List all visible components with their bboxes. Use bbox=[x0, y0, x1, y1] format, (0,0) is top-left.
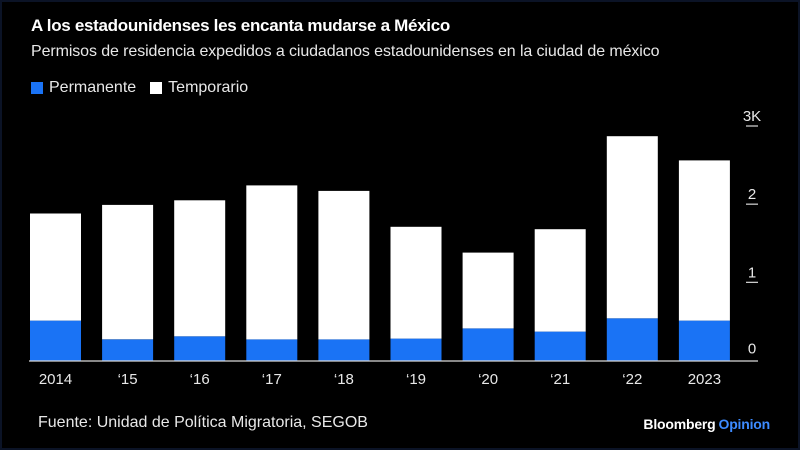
bar-permanente-0 bbox=[30, 320, 81, 361]
legend-item-permanente: Permanente bbox=[31, 79, 136, 97]
legend-swatch-temporario bbox=[150, 82, 163, 94]
x-tick-label: 2014 bbox=[39, 371, 72, 388]
legend: Permanente Temporario bbox=[31, 79, 262, 97]
x-tick-label: ‘19 bbox=[406, 371, 426, 388]
x-tick-label: ‘20 bbox=[478, 371, 498, 388]
x-tick-label: ‘17 bbox=[262, 371, 282, 388]
bar-temporario-1 bbox=[102, 204, 154, 340]
y-tick-label: 3K bbox=[743, 108, 761, 125]
bar-permanente-9 bbox=[678, 320, 730, 361]
bar-permanente-5 bbox=[390, 338, 442, 361]
x-tick-label: ‘16 bbox=[190, 371, 210, 388]
y-tick-label: 0 bbox=[748, 341, 756, 358]
brand-primary: Bloomberg bbox=[643, 416, 716, 432]
bar-permanente-8 bbox=[606, 318, 658, 361]
bar-temporario-4 bbox=[318, 190, 370, 340]
legend-label-temporario: Temporario bbox=[168, 79, 249, 96]
x-tick-label: ‘15 bbox=[118, 371, 138, 388]
source-note: Fuente: Unidad de Política Migratoria, S… bbox=[38, 414, 368, 431]
bar-permanente-7 bbox=[534, 331, 586, 361]
bar-temporario-8 bbox=[606, 136, 658, 319]
bar-permanente-3 bbox=[246, 339, 298, 361]
bar-temporario-9 bbox=[678, 160, 730, 321]
chart-title: A los estadounidenses les encanta mudars… bbox=[31, 16, 450, 35]
brand-secondary: Opinion bbox=[718, 416, 771, 432]
bar-permanente-1 bbox=[102, 339, 154, 361]
y-tick-label: 2 bbox=[748, 186, 756, 203]
bar-temporario-0 bbox=[30, 213, 81, 321]
bar-permanente-2 bbox=[174, 336, 226, 361]
chart-subtitle: Permisos de residencia expedidos a ciuda… bbox=[31, 43, 660, 60]
legend-swatch-permanente bbox=[31, 82, 43, 94]
bar-temporario-2 bbox=[174, 200, 226, 337]
bar-permanente-6 bbox=[462, 328, 514, 361]
x-tick-label: ‘21 bbox=[550, 371, 570, 388]
bar-temporario-7 bbox=[534, 229, 586, 332]
x-tick-label: 2023 bbox=[688, 371, 721, 388]
bar-permanente-4 bbox=[318, 339, 370, 361]
bloomberg-opinion-logo: Bloomberg Opinion bbox=[643, 416, 770, 432]
bar-temporario-5 bbox=[390, 226, 442, 339]
x-tick-label: ‘18 bbox=[334, 371, 354, 388]
legend-item-temporario: Temporario bbox=[150, 79, 248, 97]
bar-temporario-3 bbox=[246, 185, 298, 340]
legend-label-permanente: Permanente bbox=[49, 79, 137, 96]
x-tick-label: ‘22 bbox=[622, 371, 642, 388]
y-tick-label: 1 bbox=[748, 264, 756, 281]
bar-temporario-6 bbox=[462, 252, 514, 329]
